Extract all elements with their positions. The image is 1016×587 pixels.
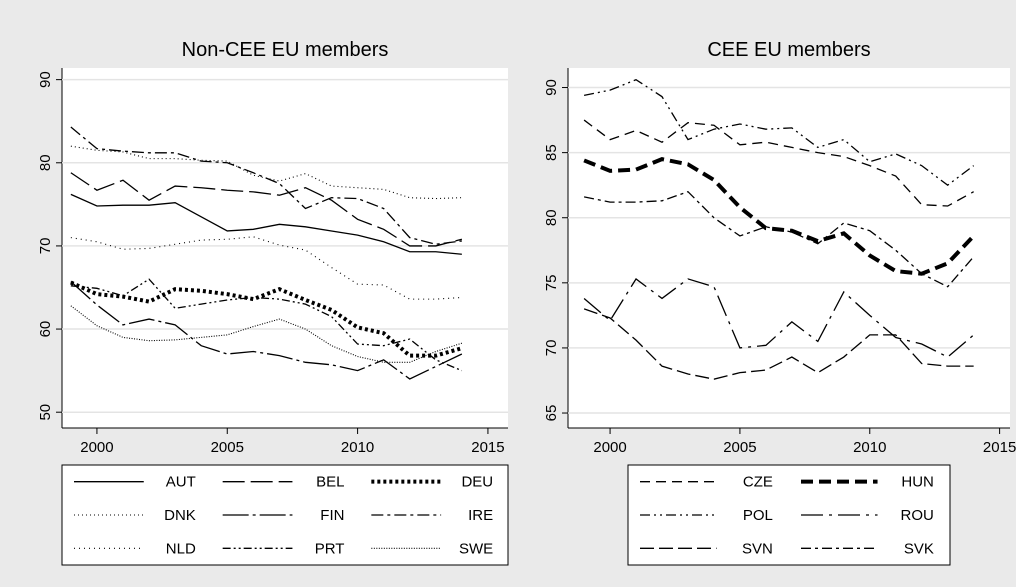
- legend-label: DEU: [461, 474, 493, 491]
- legend-label: SVN: [742, 540, 773, 557]
- y-tick-label: 80: [543, 209, 560, 226]
- y-tick-label: 75: [543, 274, 560, 291]
- series-line: [70, 193, 462, 255]
- y-tick-label: 60: [37, 321, 54, 338]
- legend-label: BEL: [316, 474, 344, 491]
- series-line: [583, 78, 975, 186]
- y-tick-label: 85: [543, 144, 560, 161]
- y-tick-label: 65: [543, 405, 560, 422]
- x-tick-label: 2005: [723, 439, 756, 456]
- series-line: [70, 278, 463, 372]
- legend-label: AUT: [166, 474, 196, 491]
- y-tick-label: 70: [37, 238, 54, 255]
- panel-title: Non-CEE EU members: [182, 39, 389, 61]
- y-tick-label: 50: [37, 404, 54, 421]
- x-tick-label: 2010: [853, 439, 886, 456]
- plot-area: [568, 68, 1010, 428]
- series-line: [70, 281, 463, 380]
- legend-label: NLD: [166, 540, 196, 557]
- y-tick-label: 70: [543, 340, 560, 357]
- legend-label: DNK: [164, 507, 196, 524]
- legend-label: POL: [743, 507, 773, 524]
- series-line: [70, 172, 463, 247]
- x-tick-label: 2005: [211, 439, 244, 456]
- legend-label: SVK: [904, 540, 934, 557]
- series-line: [583, 277, 975, 358]
- series-line: [583, 190, 975, 288]
- legend-label: PRT: [315, 540, 345, 557]
- legend-label: ROU: [901, 507, 934, 524]
- plot-area: [62, 68, 508, 428]
- x-tick-label: 2000: [80, 439, 113, 456]
- x-tick-label: 2015: [983, 439, 1016, 456]
- legend-label: IRE: [468, 507, 493, 524]
- series-line: [583, 308, 974, 380]
- legend-label: CZE: [743, 474, 773, 491]
- y-tick-label: 90: [543, 79, 560, 96]
- series-line: [70, 126, 462, 245]
- x-tick-label: 2015: [471, 439, 504, 456]
- x-tick-label: 2000: [593, 439, 626, 456]
- y-tick-label: 90: [37, 71, 54, 88]
- legend-label: SWE: [459, 540, 493, 557]
- y-tick-label: 80: [37, 154, 54, 171]
- legend-label: HUN: [901, 474, 934, 491]
- x-tick-label: 2010: [341, 439, 374, 456]
- series-line: [70, 280, 463, 358]
- panel-title: CEE EU members: [707, 39, 870, 61]
- series-line: [583, 119, 974, 207]
- legend-label: FIN: [320, 507, 344, 524]
